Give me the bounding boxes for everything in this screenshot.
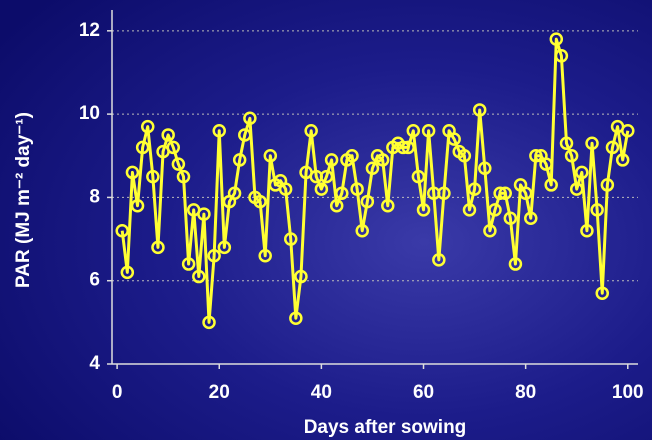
data-point bbox=[243, 111, 257, 126]
data-point bbox=[365, 161, 380, 176]
data-point bbox=[355, 223, 369, 238]
data-point bbox=[595, 286, 610, 300]
data-point bbox=[615, 153, 630, 167]
data-point bbox=[197, 207, 211, 221]
data-point bbox=[529, 149, 543, 163]
data-point bbox=[232, 153, 247, 167]
data-point bbox=[437, 186, 451, 200]
data-point bbox=[462, 203, 477, 217]
data-point bbox=[335, 186, 349, 200]
x-tick-label: 20 bbox=[209, 382, 230, 403]
data-point bbox=[508, 257, 523, 271]
data-point bbox=[294, 269, 308, 284]
data-point bbox=[314, 182, 329, 196]
data-point bbox=[181, 257, 196, 271]
data-point bbox=[590, 203, 604, 217]
data-point bbox=[432, 253, 446, 267]
data-point bbox=[360, 194, 375, 209]
data-point bbox=[564, 149, 579, 163]
data-point bbox=[447, 132, 461, 146]
data-point bbox=[544, 178, 558, 192]
data-point bbox=[483, 223, 497, 238]
data-point bbox=[324, 153, 339, 167]
data-point bbox=[258, 248, 272, 263]
data-point bbox=[585, 136, 599, 151]
data-point bbox=[283, 232, 298, 246]
data-point bbox=[238, 128, 252, 142]
data-point bbox=[151, 240, 165, 255]
data-point bbox=[554, 49, 569, 63]
y-tick-label: 8 bbox=[89, 186, 100, 207]
x-tick-label: 0 bbox=[112, 382, 123, 403]
data-point bbox=[621, 124, 635, 138]
y-axis-label: PAR (MJ m⁻² day⁻¹) bbox=[13, 112, 34, 288]
data-point bbox=[166, 140, 181, 155]
data-point bbox=[329, 198, 344, 213]
y-tick-label: 6 bbox=[89, 270, 100, 291]
y-tick-label: 12 bbox=[79, 20, 100, 41]
y-tick-label: 10 bbox=[79, 103, 100, 124]
data-point bbox=[217, 240, 232, 255]
data-point bbox=[605, 140, 620, 155]
data-point bbox=[381, 198, 395, 213]
x-axis-label: Days after sowing bbox=[304, 417, 467, 438]
data-point bbox=[467, 182, 482, 196]
data-point bbox=[375, 153, 390, 167]
data-point bbox=[396, 140, 410, 155]
data-point bbox=[207, 248, 221, 263]
data-point bbox=[478, 161, 492, 176]
data-point bbox=[212, 124, 226, 138]
data-point bbox=[171, 157, 186, 171]
data-point bbox=[488, 203, 502, 217]
data-point bbox=[140, 119, 155, 134]
data-point bbox=[457, 149, 472, 163]
x-tick-label: 40 bbox=[311, 382, 332, 403]
data-point bbox=[498, 186, 512, 200]
data-point bbox=[161, 128, 175, 142]
data-point bbox=[549, 32, 564, 46]
data-point bbox=[503, 211, 518, 225]
data-point bbox=[130, 198, 145, 213]
data-point bbox=[493, 186, 507, 200]
data-point bbox=[227, 186, 242, 200]
data-point bbox=[559, 136, 574, 151]
x-tick-label: 60 bbox=[413, 382, 434, 403]
y-tick-label: 4 bbox=[89, 353, 100, 374]
data-point bbox=[401, 140, 415, 155]
data-point bbox=[120, 265, 135, 280]
data-point bbox=[350, 182, 364, 196]
data-point bbox=[472, 103, 487, 117]
data-point bbox=[289, 311, 303, 325]
data-point bbox=[411, 169, 426, 184]
data-point bbox=[575, 165, 589, 180]
data-point bbox=[600, 178, 615, 192]
data-point bbox=[146, 169, 160, 184]
data-point bbox=[421, 124, 436, 138]
data-point bbox=[263, 149, 278, 163]
data-point bbox=[539, 157, 553, 171]
data-point bbox=[518, 186, 533, 200]
data-point bbox=[319, 169, 334, 184]
data-point bbox=[115, 223, 129, 238]
x-tick-label: 100 bbox=[612, 382, 644, 403]
data-point bbox=[524, 211, 538, 225]
data-point bbox=[580, 223, 594, 238]
data-point bbox=[345, 149, 359, 163]
data-point bbox=[135, 140, 150, 155]
data-point bbox=[304, 124, 318, 138]
data-point bbox=[176, 169, 191, 184]
x-tick-label: 80 bbox=[515, 382, 536, 403]
data-point bbox=[125, 165, 140, 180]
data-point bbox=[192, 269, 206, 284]
data-point bbox=[202, 315, 216, 330]
data-point bbox=[406, 124, 421, 138]
data-point bbox=[569, 182, 584, 196]
data-point bbox=[416, 203, 431, 217]
data-point bbox=[278, 182, 293, 196]
data-point bbox=[253, 194, 267, 209]
